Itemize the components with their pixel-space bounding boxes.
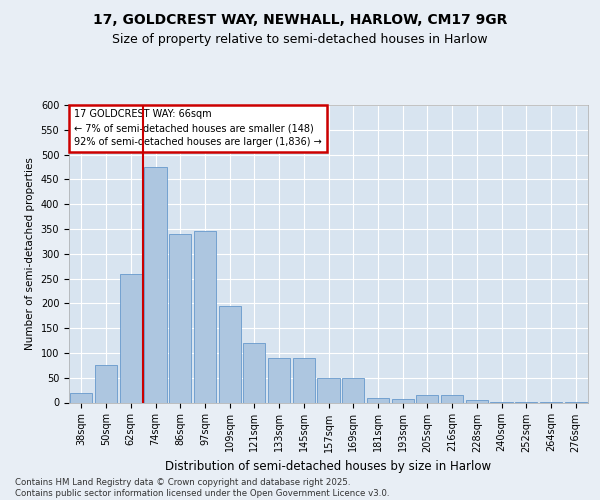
Bar	[243, 343, 265, 402]
Bar	[95, 366, 117, 403]
Bar	[392, 398, 414, 402]
Bar	[268, 358, 290, 403]
Bar	[194, 232, 216, 402]
Text: Size of property relative to semi-detached houses in Harlow: Size of property relative to semi-detach…	[112, 32, 488, 46]
Bar	[293, 358, 315, 403]
Bar	[342, 378, 364, 402]
Bar	[466, 400, 488, 402]
X-axis label: Distribution of semi-detached houses by size in Harlow: Distribution of semi-detached houses by …	[166, 460, 491, 473]
Bar	[317, 378, 340, 402]
Text: 17 GOLDCREST WAY: 66sqm
← 7% of semi-detached houses are smaller (148)
92% of se: 17 GOLDCREST WAY: 66sqm ← 7% of semi-det…	[74, 110, 322, 148]
Y-axis label: Number of semi-detached properties: Number of semi-detached properties	[25, 158, 35, 350]
Bar	[441, 395, 463, 402]
Bar	[169, 234, 191, 402]
Bar	[416, 395, 439, 402]
Text: 17, GOLDCREST WAY, NEWHALL, HARLOW, CM17 9GR: 17, GOLDCREST WAY, NEWHALL, HARLOW, CM17…	[93, 12, 507, 26]
Bar	[218, 306, 241, 402]
Bar	[367, 398, 389, 402]
Text: Contains HM Land Registry data © Crown copyright and database right 2025.
Contai: Contains HM Land Registry data © Crown c…	[15, 478, 389, 498]
Bar	[70, 392, 92, 402]
Bar	[119, 274, 142, 402]
Bar	[145, 167, 167, 402]
